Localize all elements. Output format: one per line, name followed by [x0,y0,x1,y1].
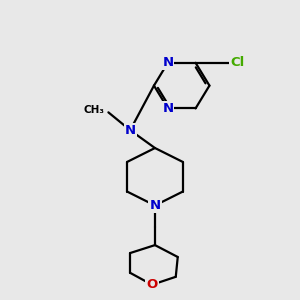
Text: N: N [162,56,173,69]
Text: N: N [162,102,173,115]
Text: CH₃: CH₃ [83,105,104,116]
Text: N: N [149,199,161,212]
Text: Cl: Cl [230,56,244,69]
Text: N: N [124,124,136,137]
Text: O: O [146,278,158,291]
